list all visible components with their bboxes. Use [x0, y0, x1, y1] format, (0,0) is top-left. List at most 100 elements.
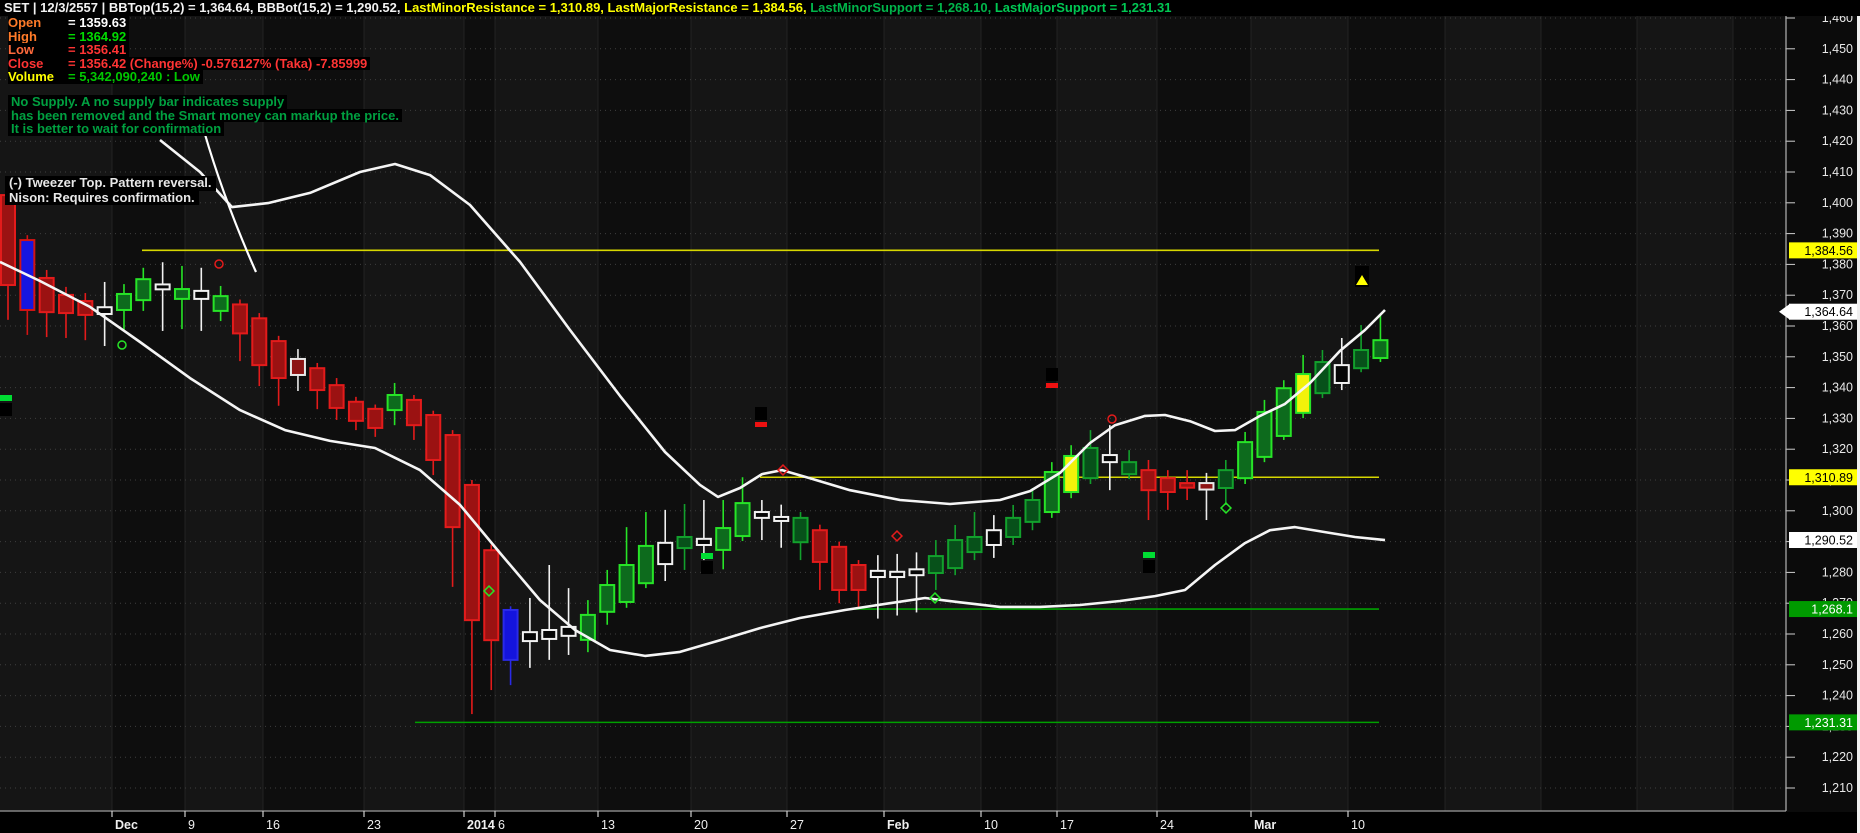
candle[interactable] [695, 500, 712, 561]
candle[interactable] [1353, 325, 1370, 373]
sell-signal-icon [214, 259, 224, 269]
candle[interactable] [251, 313, 268, 387]
candle[interactable] [908, 552, 925, 613]
candle[interactable] [444, 430, 461, 587]
y-axis-label: 1,360 [1822, 319, 1853, 333]
candle[interactable] [309, 362, 326, 410]
candle[interactable] [1121, 450, 1138, 480]
high-row: High = 1364.92 [8, 29, 370, 44]
candle[interactable] [1159, 470, 1176, 510]
open-label: Open [8, 15, 42, 30]
volume-label: Volume [8, 69, 54, 85]
candle[interactable] [57, 286, 74, 339]
candle[interactable] [502, 606, 519, 686]
candle[interactable] [579, 600, 596, 653]
candle[interactable] [270, 335, 287, 406]
candle[interactable] [1333, 338, 1350, 391]
candle[interactable] [541, 565, 558, 660]
candle[interactable] [115, 284, 132, 331]
candle[interactable] [985, 515, 1002, 558]
candle[interactable] [386, 382, 403, 426]
no-supply-line-3: It is better to wait for confirmation [8, 122, 225, 136]
supply-marker-icon [1046, 368, 1058, 381]
y-axis-label: 1,370 [1822, 288, 1853, 302]
candle[interactable] [1237, 431, 1254, 485]
candle[interactable] [753, 500, 770, 541]
candle[interactable] [193, 267, 210, 331]
low-row: Low = 1356.41 [8, 43, 370, 57]
candle[interactable] [773, 504, 790, 548]
y-axis-label: 1,330 [1822, 411, 1853, 425]
y-axis-label: 1,450 [1822, 42, 1853, 56]
candle[interactable] [96, 281, 113, 347]
candle[interactable] [676, 504, 693, 570]
candle[interactable] [734, 477, 751, 541]
level-price-label [1789, 469, 1857, 486]
candle[interactable] [947, 524, 964, 576]
x-axis-label: 9 [188, 818, 195, 832]
candle[interactable] [1140, 459, 1157, 521]
candle[interactable] [405, 394, 422, 440]
candle[interactable] [483, 544, 500, 691]
candle[interactable] [347, 396, 364, 431]
x-axis-label: 13 [601, 818, 615, 832]
candle[interactable] [1198, 472, 1215, 521]
candle[interactable] [1043, 462, 1060, 518]
candle[interactable] [1082, 430, 1099, 485]
candle[interactable] [1005, 504, 1022, 545]
candle[interactable] [521, 597, 538, 668]
x-axis-label: 27 [790, 818, 804, 832]
candle[interactable] [1024, 488, 1041, 531]
candle[interactable] [1179, 470, 1196, 501]
candle[interactable] [657, 509, 674, 582]
candle[interactable] [599, 569, 616, 625]
candle[interactable] [850, 560, 867, 610]
candle[interactable] [927, 540, 944, 590]
candle[interactable] [831, 541, 848, 604]
candle[interactable] [135, 267, 152, 311]
candle[interactable] [1256, 399, 1273, 463]
low-value: = 1356.41 [68, 42, 127, 58]
candle[interactable] [618, 527, 635, 608]
week-shade-column [884, 16, 981, 811]
x-axis-label: 17 [1060, 818, 1074, 832]
candle[interactable] [1217, 459, 1234, 505]
buy-diamond-icon [1219, 501, 1233, 515]
candle[interactable] [966, 512, 983, 561]
x-axis-label: 20 [694, 818, 708, 832]
level-price-label-text: 1,384.56 [1804, 244, 1853, 258]
chart-title-bar: SET | 12/3/2557 | BBTop(15,2) = 1,364.64… [0, 0, 1860, 16]
candle[interactable] [173, 265, 190, 330]
candle[interactable] [811, 524, 828, 590]
y-axis-label: 1,260 [1822, 627, 1853, 641]
candle[interactable] [212, 285, 229, 322]
candle[interactable] [1372, 315, 1389, 363]
no-supply-annotation: No Supply. A no supply bar indicates sup… [8, 95, 402, 136]
demand-marker-icon [701, 561, 713, 574]
no-supply-line-1: No Supply. A no supply bar indicates sup… [8, 95, 288, 109]
candle[interactable] [715, 500, 732, 570]
candle[interactable] [869, 555, 886, 619]
demand-marker-icon [0, 395, 12, 401]
candle[interactable] [425, 410, 442, 476]
candle[interactable] [289, 349, 306, 391]
candle[interactable] [637, 512, 654, 589]
week-shade-column [1445, 16, 1541, 811]
candle[interactable] [463, 480, 480, 715]
candle[interactable] [154, 262, 171, 331]
x-axis-strip [0, 812, 1860, 833]
candle[interactable] [889, 553, 906, 616]
band-price-label-text: 1,364.64 [1804, 305, 1853, 319]
candle[interactable] [231, 299, 248, 362]
candle[interactable] [367, 404, 384, 437]
candle[interactable] [1275, 380, 1292, 440]
x-axis-label: Feb [887, 818, 910, 832]
candle[interactable] [792, 512, 809, 561]
week-shade-column [691, 16, 787, 811]
y-axis-label: 1,350 [1822, 350, 1853, 364]
y-axis-label: 1,400 [1822, 196, 1853, 210]
candle[interactable] [328, 378, 345, 420]
band-price-label [1789, 531, 1857, 548]
level-price-label-text: 1,310.89 [1804, 471, 1853, 485]
